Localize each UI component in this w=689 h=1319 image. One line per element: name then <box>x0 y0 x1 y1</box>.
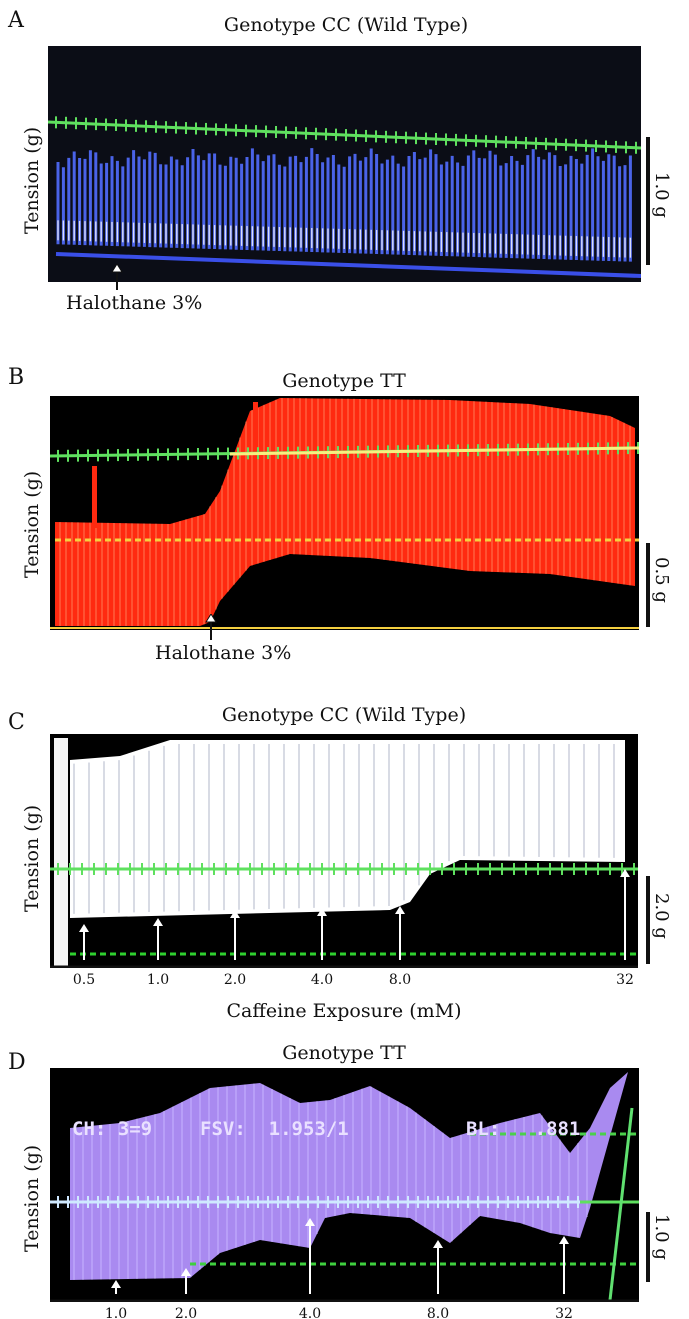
panel-a-ylabel: Tension (g) <box>21 126 43 234</box>
panel-c-arrow-head <box>79 924 89 932</box>
panel-b-annotation: Halothane 3% <box>155 642 292 664</box>
panel-c-letter: C <box>8 710 25 735</box>
panel-a-annotation: Halothane 3% <box>66 292 203 314</box>
panel-c-x-tick-label: 32 <box>616 972 634 988</box>
panel-d-arrow-head <box>559 1236 569 1244</box>
panel-c-start-bar <box>54 738 68 966</box>
panel-c-x-tick-label: 1.0 <box>146 972 170 988</box>
panel-c-x-ticks: 0.5 1.0 2.0 4.0 8.0 32 <box>0 972 689 996</box>
panel-c-arrow-head <box>317 908 327 916</box>
panel-c-scale-label: 2.0 g <box>651 893 672 939</box>
panel-d-x-ticks: 1.0 2.0 4.0 8.0 32 <box>0 1306 689 1319</box>
panel-b-contracture-area <box>55 398 635 626</box>
panel-b-letter: B <box>8 365 25 390</box>
panel-c-arrow-head <box>395 906 405 914</box>
panel-a-trace <box>48 46 641 282</box>
panel-d-overlay-ch: CH: 3=9 <box>72 1118 153 1140</box>
panel-d-x-tick-label: 32 <box>555 1306 573 1319</box>
panel-b-artifact-spike <box>253 402 258 456</box>
panel-d-ylabel: Tension (g) <box>21 1144 43 1252</box>
panel-d-trailing-trace <box>608 1107 634 1301</box>
panel-a-arrow <box>111 264 123 290</box>
panel-b-arrow <box>205 614 217 640</box>
panel-d-letter: D <box>8 1050 26 1075</box>
panel-c-title: Genotype CC (Wild Type) <box>221 704 467 726</box>
panel-d-arrow-head <box>305 1218 315 1226</box>
panel-b-ylabel: Tension (g) <box>21 470 43 578</box>
panel-a-baseline <box>55 252 641 278</box>
panel-b-title: Genotype TT <box>282 370 406 392</box>
panel-d-x-tick-label: 4.0 <box>298 1306 322 1319</box>
panel-a-scale-bar <box>646 137 650 265</box>
panel-d-title: Genotype TT <box>282 1042 406 1064</box>
panel-d-x-tick-label: 1.0 <box>104 1306 128 1319</box>
panel-c-x-tick-label: 8.0 <box>388 972 412 988</box>
panel-d-x-tick-label: 8.0 <box>426 1306 450 1319</box>
panel-d-arrow-head <box>181 1268 191 1276</box>
panel-c-x-tick-label: 2.0 <box>223 972 247 988</box>
panel-c-arrow-head <box>230 910 240 918</box>
panel-d-scale-bar <box>646 1212 650 1282</box>
panel-d-trace <box>50 1068 639 1302</box>
panel-b-reference-overlay <box>229 446 639 456</box>
panel-b-trace <box>50 396 639 630</box>
panel-d-arrow-head <box>111 1280 121 1288</box>
panel-c-scale-bar <box>646 876 650 964</box>
panel-a-scale-label: 1.0 g <box>651 172 672 218</box>
panel-d-overlay-fsv: FSV: 1.953/1 <box>200 1118 349 1140</box>
panel-c-trace <box>50 734 638 968</box>
panel-c-ylabel: Tension (g) <box>21 804 43 912</box>
panel-c-arrow-head <box>153 918 163 926</box>
panel-c-xlabel: Caffeine Exposure (mM) <box>226 1000 462 1022</box>
panel-c-arrow-head <box>620 869 630 877</box>
panel-c-x-tick-label: 4.0 <box>310 972 334 988</box>
panel-d-x-tick-label: 2.0 <box>174 1306 198 1319</box>
panel-b-scale-label: 0.5 g <box>651 557 672 603</box>
panel-b-scale-bar <box>646 543 650 627</box>
panel-d-arrow-head <box>433 1240 443 1248</box>
panel-a-title: Genotype CC (Wild Type) <box>223 14 469 36</box>
panel-c-x-tick-label: 0.5 <box>72 972 96 988</box>
panel-a-letter: A <box>8 8 24 33</box>
panel-b-artifact-spike <box>92 466 97 528</box>
panel-d-scale-label: 1.0 g <box>651 1214 672 1260</box>
panel-d-overlay-bl: BL: .881 <box>466 1118 581 1140</box>
